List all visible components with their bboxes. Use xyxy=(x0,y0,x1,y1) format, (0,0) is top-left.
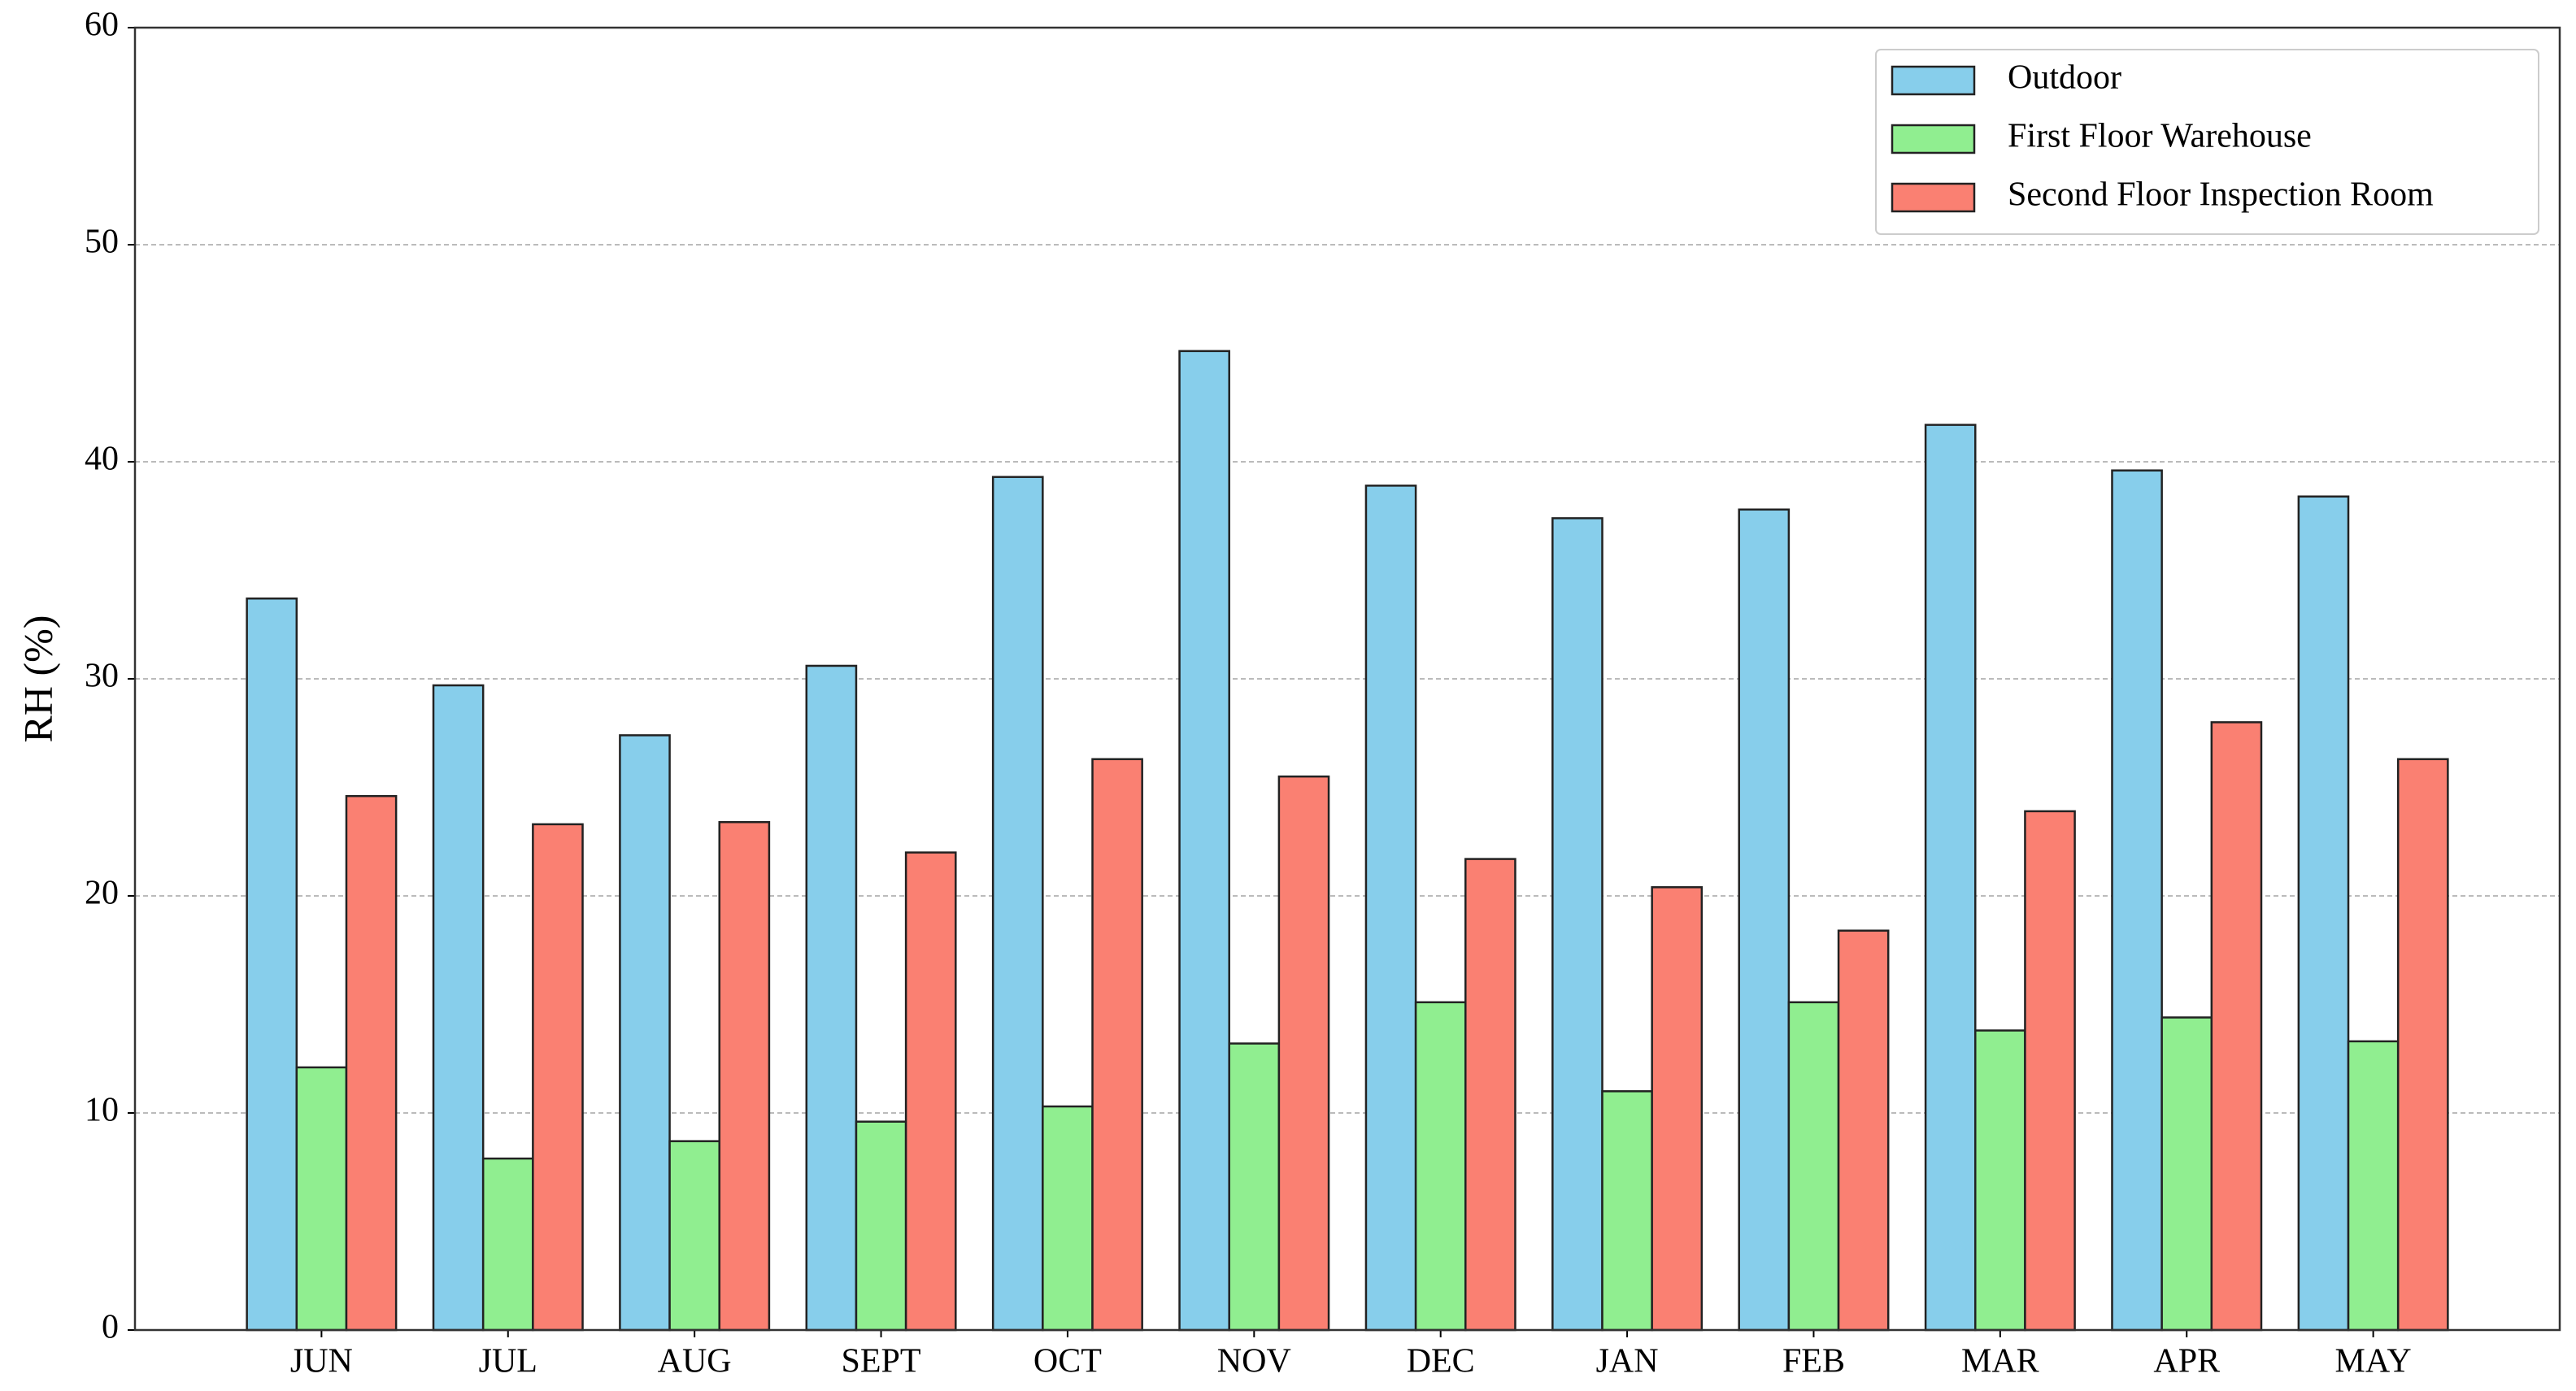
bar xyxy=(2024,810,2076,1332)
x-tick-label: APR xyxy=(2153,1343,2220,1380)
bar xyxy=(1738,508,1791,1332)
x-tick-label: JAN xyxy=(1596,1343,1659,1380)
bar xyxy=(2160,1016,2213,1332)
bar xyxy=(1651,886,1704,1332)
bar xyxy=(1414,1001,1467,1332)
legend-box xyxy=(1875,49,2539,235)
bar xyxy=(1974,1029,2026,1332)
y-tick-label: 40 xyxy=(85,441,119,478)
bar xyxy=(904,851,957,1332)
bar xyxy=(481,1157,534,1332)
bar xyxy=(1787,1001,1840,1332)
legend-label: Second Floor Inspection Room xyxy=(2008,176,2434,214)
x-tick-label: OCT xyxy=(1033,1343,1102,1380)
bar xyxy=(2210,721,2263,1332)
bar xyxy=(1277,775,1330,1332)
bar xyxy=(855,1120,907,1332)
bar xyxy=(2396,758,2449,1332)
x-tick-label: JUL xyxy=(479,1343,537,1380)
y-tick-label: 30 xyxy=(85,658,119,695)
bar xyxy=(246,597,298,1332)
bar xyxy=(2347,1040,2400,1332)
bar xyxy=(1837,929,1890,1332)
legend-swatch xyxy=(1891,65,1976,96)
bar xyxy=(1364,485,1417,1332)
y-tick-label: 20 xyxy=(85,875,119,912)
x-tick-label: MAY xyxy=(2335,1343,2412,1380)
bar xyxy=(532,823,584,1332)
bar xyxy=(295,1066,348,1332)
bar xyxy=(1551,517,1603,1332)
legend-swatch xyxy=(1891,182,1976,213)
bar xyxy=(718,820,771,1332)
bar xyxy=(805,664,858,1332)
bar xyxy=(2111,469,2163,1332)
bar xyxy=(1042,1105,1094,1332)
x-tick-label: AUG xyxy=(658,1343,732,1380)
plot-frame xyxy=(133,26,2561,1332)
legend-label: First Floor Warehouse xyxy=(2008,118,2312,155)
x-tick-label: SEPT xyxy=(842,1343,921,1380)
bar xyxy=(1178,350,1230,1332)
x-tick-label: DEC xyxy=(1407,1343,1475,1380)
bar xyxy=(991,476,1044,1332)
y-tick-label: 50 xyxy=(85,224,119,261)
y-tick-label: 0 xyxy=(102,1309,119,1346)
bar xyxy=(619,734,671,1332)
x-tick-label: NOV xyxy=(1217,1343,1291,1380)
bar xyxy=(1924,424,1977,1332)
y-axis-label: RH (%) xyxy=(15,615,60,743)
bar xyxy=(668,1140,720,1332)
legend-label: Outdoor xyxy=(2008,59,2121,97)
legend-swatch xyxy=(1891,124,1976,154)
x-tick-label: FEB xyxy=(1782,1343,1845,1380)
bar xyxy=(432,684,485,1332)
x-tick-label: JUN xyxy=(290,1343,353,1380)
bar xyxy=(345,794,398,1332)
bar xyxy=(1228,1042,1281,1332)
x-tick-label: MAR xyxy=(1961,1343,2039,1380)
bar xyxy=(1464,858,1516,1332)
y-tick-label: 60 xyxy=(85,7,119,44)
bar xyxy=(1091,758,1143,1332)
y-tick-label: 10 xyxy=(85,1092,119,1129)
bar xyxy=(1601,1090,1653,1332)
bar xyxy=(2297,495,2350,1332)
